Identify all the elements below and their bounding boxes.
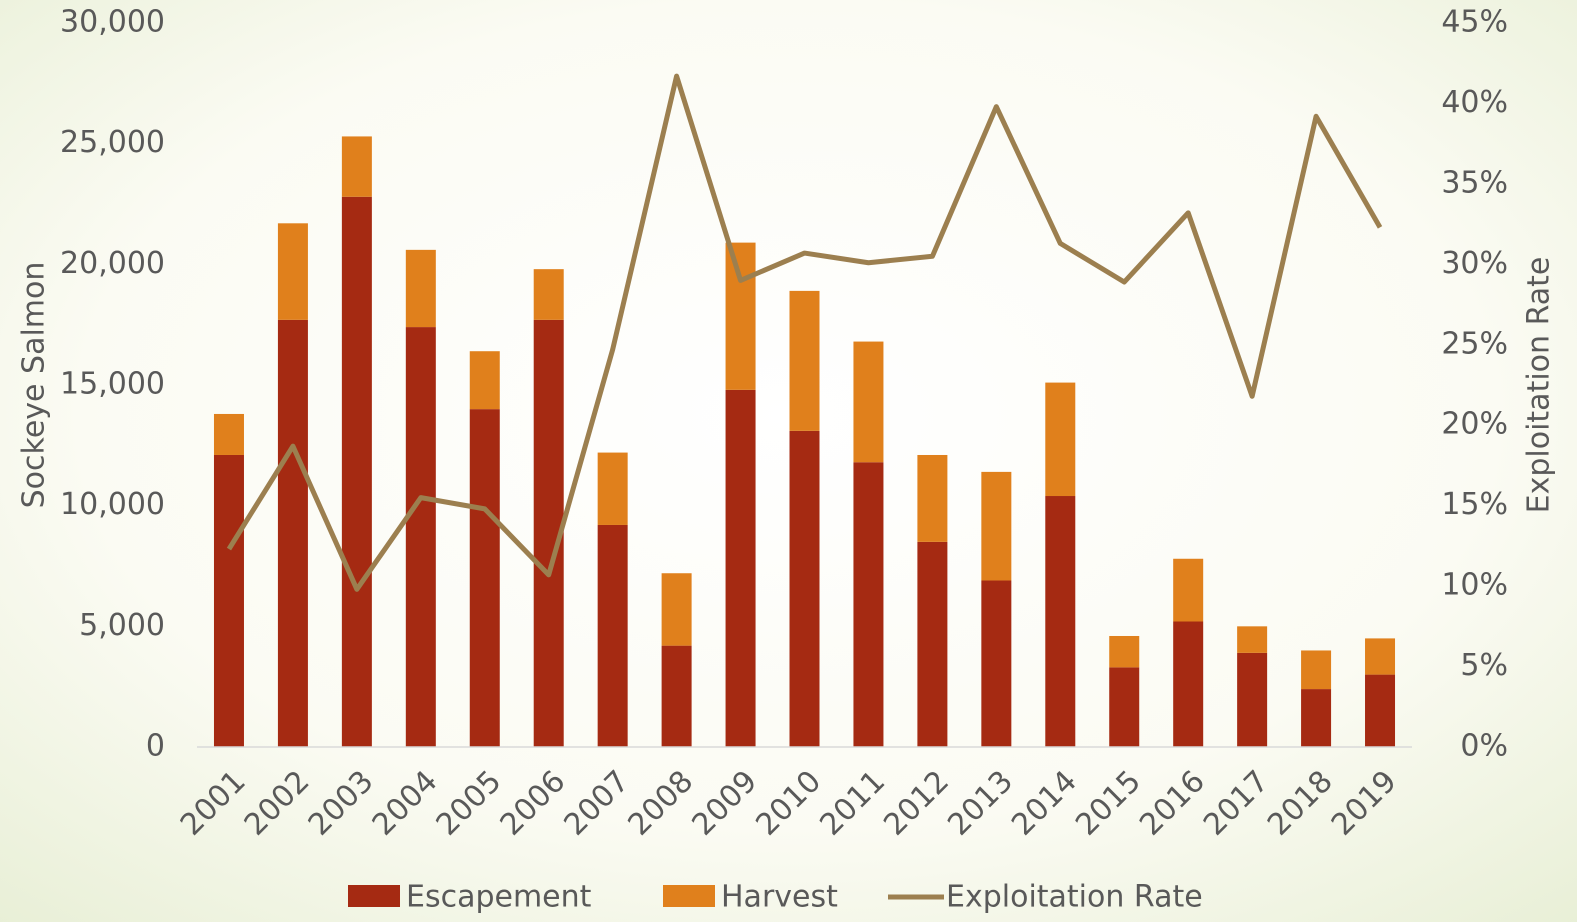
y-tick-label: 5,000 bbox=[79, 608, 165, 643]
bar bbox=[1173, 621, 1204, 747]
bar bbox=[277, 319, 308, 747]
y-tick-label: 25,000 bbox=[60, 125, 165, 160]
y2-tick-label: 30% bbox=[1441, 246, 1508, 281]
bar bbox=[469, 409, 500, 747]
bar bbox=[725, 242, 756, 390]
bar bbox=[597, 524, 628, 747]
bar bbox=[981, 471, 1012, 581]
y2-tick-label: 25% bbox=[1441, 326, 1508, 361]
y-tick-label: 15,000 bbox=[60, 367, 165, 402]
y-tick-label: 0 bbox=[146, 729, 165, 764]
bar bbox=[533, 269, 564, 320]
y2-tick-label: 5% bbox=[1460, 648, 1508, 683]
bar bbox=[341, 196, 372, 747]
line-series bbox=[226, 73, 1383, 592]
legend-label: Harvest bbox=[721, 880, 838, 915]
bar bbox=[1237, 626, 1268, 653]
bar bbox=[1109, 635, 1140, 668]
bar bbox=[853, 341, 884, 463]
bar bbox=[661, 645, 692, 747]
legend-swatch bbox=[348, 885, 400, 907]
y2-tick-label: 40% bbox=[1441, 85, 1508, 120]
legend-label: Exploitation Rate bbox=[946, 880, 1203, 915]
bar bbox=[213, 413, 244, 455]
bar bbox=[469, 351, 500, 410]
bar bbox=[981, 580, 1012, 747]
bar bbox=[405, 249, 436, 328]
y2-tick-label: 10% bbox=[1441, 568, 1508, 603]
bar bbox=[213, 454, 244, 747]
legend-swatch bbox=[663, 885, 715, 907]
bar bbox=[1045, 496, 1076, 747]
y-tick-label: 30,000 bbox=[60, 5, 165, 40]
bar bbox=[1237, 652, 1268, 747]
bar bbox=[1301, 650, 1332, 690]
y2-tick-label: 20% bbox=[1441, 407, 1508, 442]
bar bbox=[725, 389, 756, 747]
y2-tick-label: 35% bbox=[1441, 165, 1508, 200]
y2-tick-label: 45% bbox=[1441, 5, 1508, 40]
bar bbox=[917, 454, 948, 542]
bar bbox=[405, 327, 436, 747]
bar bbox=[1301, 689, 1332, 747]
bar bbox=[597, 452, 628, 525]
bar bbox=[277, 223, 308, 320]
bar bbox=[789, 430, 820, 747]
y-axis-title: Sockeye Salmon bbox=[17, 262, 52, 509]
bar bbox=[661, 573, 692, 646]
y-tick-label: 10,000 bbox=[60, 487, 165, 522]
bar bbox=[341, 136, 372, 197]
y2-tick-label: 15% bbox=[1441, 487, 1508, 522]
bar bbox=[917, 541, 948, 747]
bar bbox=[1365, 674, 1396, 747]
y2-tick-label: 0% bbox=[1460, 729, 1508, 764]
bar bbox=[789, 290, 820, 431]
bar bbox=[1045, 382, 1076, 497]
y-tick-label: 20,000 bbox=[60, 246, 165, 281]
bar bbox=[1365, 638, 1396, 675]
bar bbox=[1109, 667, 1140, 747]
legend-label: Escapement bbox=[406, 880, 592, 915]
bar bbox=[1173, 558, 1204, 622]
bar bbox=[853, 462, 884, 747]
y2-axis-title: Exploitation Rate bbox=[1522, 257, 1557, 514]
